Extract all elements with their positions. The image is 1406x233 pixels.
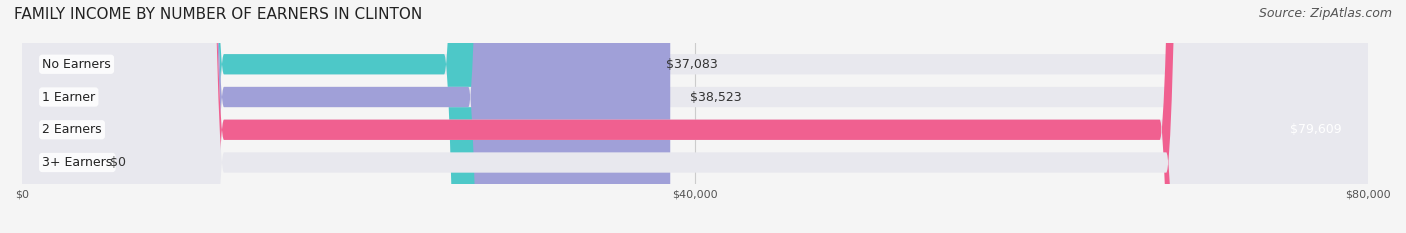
FancyBboxPatch shape: [22, 0, 1368, 233]
FancyBboxPatch shape: [22, 0, 1361, 233]
Text: 2 Earners: 2 Earners: [42, 123, 101, 136]
FancyBboxPatch shape: [22, 0, 1368, 233]
Text: $38,523: $38,523: [690, 90, 742, 103]
Text: FAMILY INCOME BY NUMBER OF EARNERS IN CLINTON: FAMILY INCOME BY NUMBER OF EARNERS IN CL…: [14, 7, 422, 22]
FancyBboxPatch shape: [22, 0, 1368, 233]
Text: Source: ZipAtlas.com: Source: ZipAtlas.com: [1258, 7, 1392, 20]
Text: $0: $0: [110, 156, 125, 169]
Text: No Earners: No Earners: [42, 58, 111, 71]
FancyBboxPatch shape: [22, 0, 645, 233]
Text: $37,083: $37,083: [666, 58, 718, 71]
FancyBboxPatch shape: [22, 0, 671, 233]
FancyBboxPatch shape: [22, 0, 1368, 233]
Text: 3+ Earners: 3+ Earners: [42, 156, 112, 169]
Text: 1 Earner: 1 Earner: [42, 90, 96, 103]
Text: $79,609: $79,609: [1289, 123, 1341, 136]
